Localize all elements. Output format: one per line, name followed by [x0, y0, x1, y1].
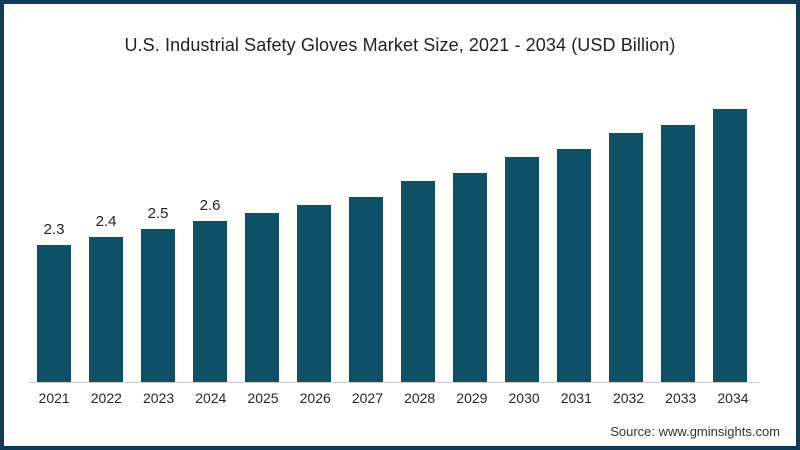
x-tick-label: 2022: [90, 390, 122, 406]
plot-area: 2.3 2.4 2.5 2.6: [28, 74, 756, 382]
bar-2028: [401, 181, 435, 382]
bar-2032: [609, 133, 643, 382]
bar-column: 2.6: [184, 74, 236, 382]
x-tick-label: 2025: [247, 390, 279, 406]
bar-2024: [193, 221, 227, 382]
bar-2034: [713, 109, 747, 382]
x-tick-label: 2029: [456, 390, 488, 406]
bar-column: [704, 74, 756, 382]
bar-value-label: 2.6: [199, 197, 221, 214]
bar-column: [444, 74, 496, 382]
x-tick-label: 2030: [508, 390, 540, 406]
bar-2023: [141, 229, 175, 382]
x-tick-label: 2033: [665, 390, 697, 406]
x-tick-label: 2031: [560, 390, 592, 406]
bar-2027: [349, 197, 383, 382]
bar-2022: [89, 237, 123, 382]
x-tick-label: 2028: [404, 390, 436, 406]
bar-2030: [505, 157, 539, 382]
bar-2026: [297, 205, 331, 382]
bar-2033: [661, 125, 695, 382]
x-tick-label: 2032: [612, 390, 645, 406]
bar-2031: [557, 149, 591, 382]
bar-2021: [37, 245, 71, 382]
bar-column: 2.3: [28, 74, 80, 382]
bar-column: 2.4: [80, 74, 132, 382]
x-tick-label: 2027: [351, 390, 383, 406]
chart-title: U.S. Industrial Safety Gloves Market Siz…: [124, 35, 676, 55]
bar-column: [288, 74, 340, 382]
bar-column: [236, 74, 288, 382]
x-axis-line: 2021 2022 2023 2024 2025 2026 2027 2028 2029 2030…: [28, 382, 759, 406]
bar-value-label: 2.5: [147, 205, 169, 222]
source-attribution: Source: www.gminsights.com: [610, 424, 780, 439]
bar-column: 2.5: [132, 74, 184, 382]
bar-column: [652, 74, 704, 382]
bar-column: [496, 74, 548, 382]
x-tick-label: 2021: [38, 390, 70, 406]
bar-column: [600, 74, 652, 382]
bar-value-label: 2.3: [43, 221, 65, 238]
x-tick-label: 2024: [195, 390, 227, 406]
x-tick-label: 2023: [142, 390, 175, 406]
bar-column: [392, 74, 444, 382]
x-tick-label: 2026: [299, 390, 331, 406]
bar-column: [340, 74, 392, 382]
x-tick-label: 2034: [717, 390, 749, 406]
bar-2025: [245, 213, 279, 382]
bar-column: [548, 74, 600, 382]
bar-value-label: 2.4: [95, 213, 117, 230]
bar-2029: [453, 173, 487, 382]
